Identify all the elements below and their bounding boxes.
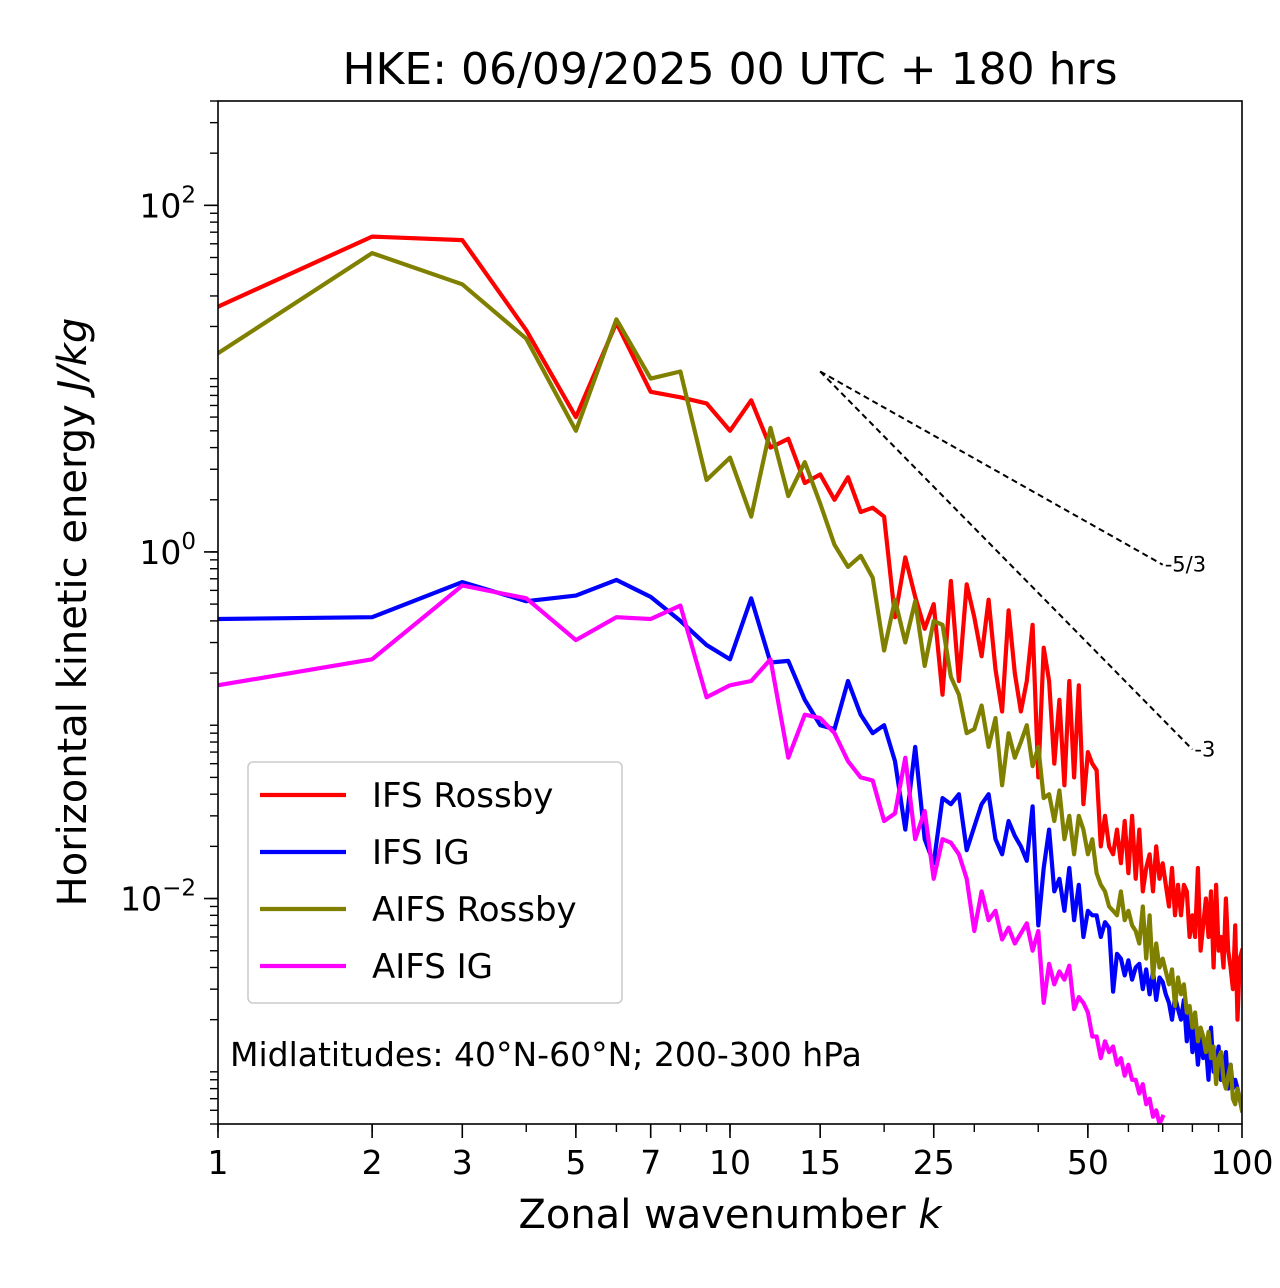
legend-label-aifs-rossby: AIFS Rossby [372,890,577,930]
x-tick-label: 15 [799,1143,841,1182]
y-tick-label-base: 10 [120,880,162,919]
y-tick-label: 100 [139,529,196,572]
reference-line-3 [820,371,1192,749]
x-axis-label-variable: k [918,1192,943,1238]
legend-label-ifs-rossby: IFS Rossby [372,776,553,816]
x-tick-label: 50 [1067,1143,1109,1182]
x-axis-label-text: Zonal wavenumber [518,1192,918,1238]
reference-label-5-3: -5/3 [1165,553,1206,577]
y-tick-label-exponent: 2 [181,182,196,208]
reference-lines [820,371,1192,749]
legend: IFS Rossby IFS IG AIFS Rossby AIFS IG [248,762,622,1003]
x-tick-label: 2 [362,1143,383,1182]
y-tick-label-base: 10 [139,186,181,225]
y-tick-label-exponent: 0 [181,529,196,555]
reference-line-5-3 [820,371,1163,564]
region-annotation: Midlatitudes: 40°N-60°N; 200-300 hPa [230,1035,862,1074]
hke-spectrum-chart: HKE: 06/09/2025 00 UTC + 180 hrs 1 2 3 5 7 10… [0,0,1280,1288]
reference-label-3: -3 [1194,737,1215,761]
y-tick-label: 102 [139,182,196,225]
y-tick-label-base: 10 [139,533,181,572]
y-tick-label: 10−2 [120,876,196,919]
y-axis-label-units: J/kg [50,318,96,399]
y-axis-label-text: Horizontal kinetic energy [50,392,96,907]
x-tick-label: 1 [208,1143,229,1182]
legend-label-aifs-ig: AIFS IG [372,947,493,987]
x-tick-label: 7 [640,1143,661,1182]
x-tick-label: 25 [913,1143,955,1182]
x-tick-label: 100 [1211,1143,1274,1182]
legend-label-ifs-ig: IFS IG [372,833,470,873]
x-tick-label: 5 [565,1143,586,1182]
x-axis-label: Zonal wavenumber k [518,1192,943,1238]
y-axis-label: Horizontal kinetic energy J/kg [50,318,96,907]
x-tick-label: 10 [709,1143,751,1182]
chart-title: HKE: 06/09/2025 00 UTC + 180 hrs [342,44,1117,95]
y-tick-label-exponent: −2 [162,876,196,902]
x-tick-label: 3 [452,1143,473,1182]
